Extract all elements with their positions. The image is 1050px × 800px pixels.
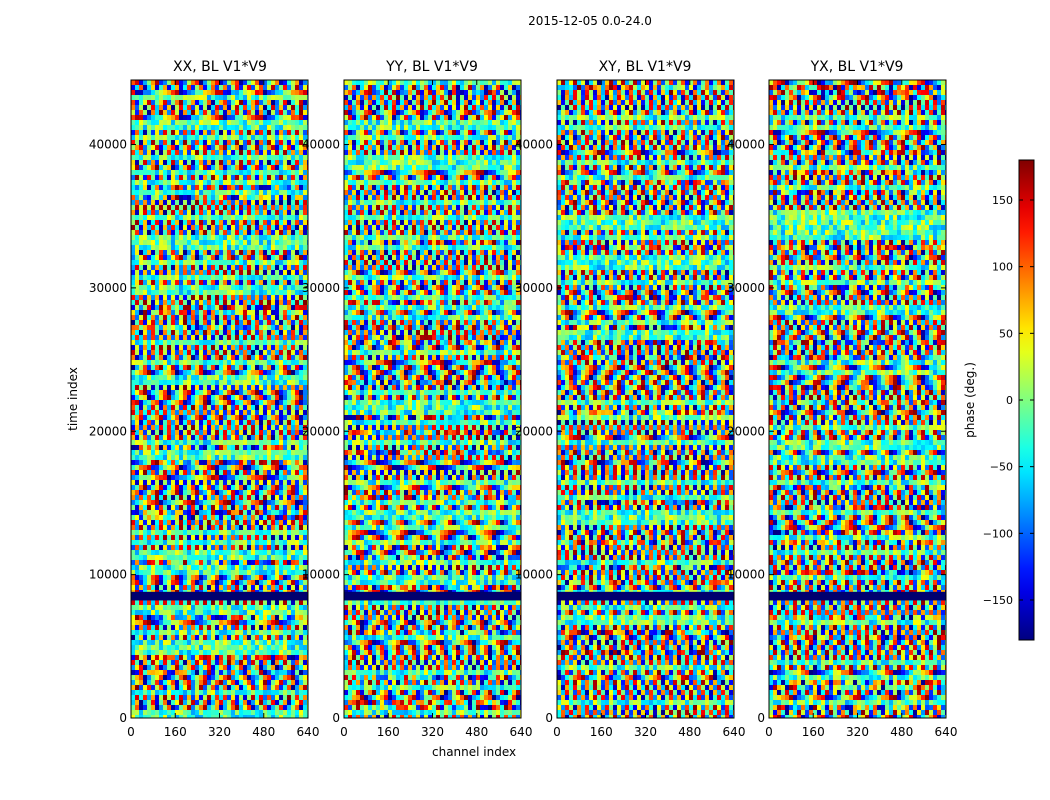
y-tick-label: 20000 xyxy=(89,424,127,438)
panel-title-xy: XY, BL V1*V9 xyxy=(545,59,745,75)
x-tick-label: 320 xyxy=(634,725,657,739)
colorbar-tick-label: 150 xyxy=(992,194,1013,207)
heatmap-2 xyxy=(557,80,734,718)
x-tick-label: 640 xyxy=(723,725,746,739)
x-tick-label: 0 xyxy=(553,725,561,739)
y-tick-label: 40000 xyxy=(515,138,553,152)
colorbar-tick-label: 0 xyxy=(1006,394,1013,407)
y-tick-label: 40000 xyxy=(727,138,765,152)
heatmap-1 xyxy=(344,80,521,718)
x-tick-label: 320 xyxy=(421,725,444,739)
heatmap-3 xyxy=(769,80,946,718)
x-tick-label: 320 xyxy=(208,725,231,739)
y-tick-label: 30000 xyxy=(89,281,127,295)
x-tick-label: 480 xyxy=(678,725,701,739)
y-tick-label: 20000 xyxy=(302,424,340,438)
y-tick-label: 0 xyxy=(332,711,340,725)
heatmap-0 xyxy=(131,80,308,718)
y-tick-label: 0 xyxy=(119,711,127,725)
y-tick-label: 30000 xyxy=(515,281,553,295)
x-tick-label: 0 xyxy=(127,725,135,739)
y-tick-label: 30000 xyxy=(302,281,340,295)
x-tick-label: 320 xyxy=(846,725,869,739)
y-tick-label: 40000 xyxy=(89,138,127,152)
colorbar-tick-label: 50 xyxy=(999,327,1013,340)
y-tick-label: 40000 xyxy=(302,138,340,152)
colorbar-tick-label: −100 xyxy=(983,527,1013,540)
y-tick-label: 10000 xyxy=(727,568,765,582)
x-tick-label: 160 xyxy=(802,725,825,739)
x-tick-label: 640 xyxy=(297,725,320,739)
y-tick-label: 30000 xyxy=(727,281,765,295)
x-tick-label: 160 xyxy=(377,725,400,739)
y-tick-label: 0 xyxy=(757,711,765,725)
y-tick-label: 20000 xyxy=(515,424,553,438)
colorbar-tick-label: −50 xyxy=(990,461,1013,474)
x-axis-label: channel index xyxy=(432,745,516,759)
panel-title-xx: XX, BL V1*V9 xyxy=(120,59,320,75)
x-tick-label: 0 xyxy=(340,725,348,739)
y-tick-label: 20000 xyxy=(727,424,765,438)
panel-title-yy: YY, BL V1*V9 xyxy=(332,59,532,75)
colorbar-tick-label: 100 xyxy=(992,261,1013,274)
x-tick-label: 160 xyxy=(164,725,187,739)
x-tick-label: 0 xyxy=(765,725,773,739)
y-tick-label: 10000 xyxy=(89,568,127,582)
y-tick-label: 0 xyxy=(545,711,553,725)
x-tick-label: 640 xyxy=(510,725,533,739)
colorbar-tick-label: −150 xyxy=(983,594,1013,607)
y-tick-label: 10000 xyxy=(302,568,340,582)
x-tick-label: 480 xyxy=(465,725,488,739)
x-tick-label: 480 xyxy=(252,725,275,739)
x-tick-label: 160 xyxy=(590,725,613,739)
x-tick-label: 480 xyxy=(890,725,913,739)
figure-title: 2015-12-05 0.0-24.0 xyxy=(0,14,1050,28)
x-tick-label: 640 xyxy=(935,725,958,739)
panel-title-yx: YX, BL V1*V9 xyxy=(757,59,957,75)
y-tick-label: 10000 xyxy=(515,568,553,582)
